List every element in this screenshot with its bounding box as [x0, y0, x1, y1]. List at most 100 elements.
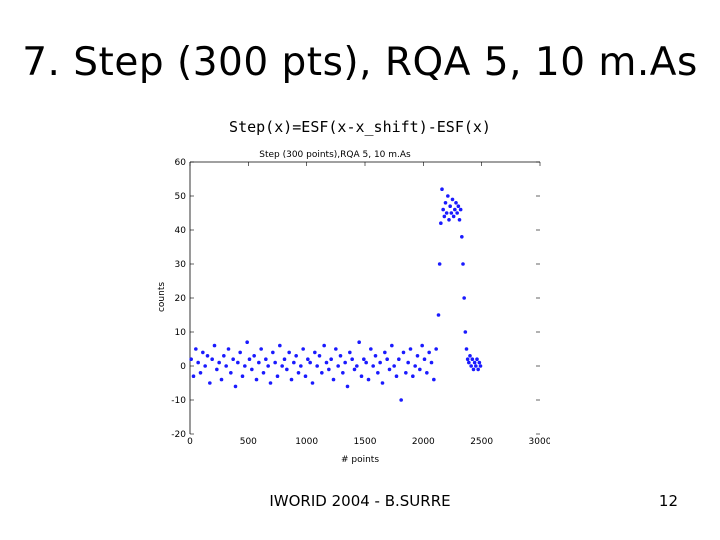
data-point	[464, 347, 469, 351]
data-point	[437, 262, 442, 266]
data-point	[441, 207, 445, 212]
data-point	[364, 360, 368, 365]
y-tick-label: 50	[175, 192, 187, 202]
data-point	[341, 371, 345, 375]
data-point	[252, 354, 256, 358]
data-point	[250, 367, 254, 372]
data-point	[477, 360, 482, 365]
data-point	[462, 296, 466, 300]
y-tick-label: 40	[175, 226, 187, 236]
data-points	[189, 187, 483, 402]
data-point	[376, 371, 380, 375]
data-point	[380, 381, 385, 385]
data-point	[451, 214, 456, 219]
slide-title: 7. Step (300 pts), RQA 5, 10 m.As	[22, 40, 698, 85]
data-point	[194, 347, 198, 351]
data-point	[472, 360, 477, 365]
data-point	[458, 207, 463, 212]
axes: -20 -10 0 10 20 30 40 50 60 0 500 1000 1500 2000 2500 3…	[171, 158, 550, 447]
data-point	[292, 360, 296, 365]
data-point	[440, 187, 444, 191]
scatter-chart: Step (300 points),RQA 5, 10 m.As counts …	[157, 150, 550, 465]
x-tick-label: 0	[187, 437, 193, 447]
data-point	[362, 357, 366, 361]
data-point	[399, 398, 403, 402]
data-point	[439, 221, 443, 225]
x-tick-label: 2000	[412, 437, 435, 447]
x-tick-label: 1000	[295, 437, 318, 447]
data-point	[338, 354, 343, 358]
data-point	[320, 371, 324, 375]
data-point	[357, 340, 361, 344]
y-tick-label: 60	[175, 158, 187, 168]
data-point	[392, 364, 396, 368]
data-point	[336, 364, 340, 368]
data-point	[313, 350, 317, 355]
x-tick-label: 3000	[529, 437, 550, 447]
data-point	[334, 347, 338, 351]
data-point	[457, 218, 462, 222]
data-point	[415, 354, 420, 358]
data-point	[222, 354, 226, 358]
data-point	[210, 357, 214, 361]
y-tick-label: 20	[175, 294, 187, 304]
data-point	[387, 367, 392, 372]
data-point	[306, 357, 310, 361]
data-point	[359, 374, 364, 378]
data-point	[454, 201, 458, 205]
data-point	[474, 364, 478, 368]
data-point	[429, 360, 434, 365]
data-point	[229, 371, 233, 375]
data-point	[329, 357, 333, 361]
y-tick-label: -20	[171, 430, 186, 440]
data-point	[247, 357, 252, 361]
data-point	[453, 207, 457, 212]
data-point	[317, 354, 322, 358]
data-point	[434, 347, 438, 351]
x-tick-label: 2500	[470, 437, 493, 447]
data-point	[455, 211, 459, 215]
data-point	[296, 371, 301, 375]
y-tick-label: 0	[180, 362, 186, 372]
data-point	[212, 343, 217, 348]
y-axis-label: counts	[157, 282, 167, 312]
data-point	[348, 350, 352, 355]
data-point	[448, 204, 452, 208]
data-point	[259, 347, 263, 351]
x-tick-label: 1500	[354, 437, 377, 447]
data-point	[476, 367, 480, 372]
data-point	[408, 347, 413, 351]
data-point	[463, 330, 468, 334]
data-point	[198, 371, 203, 375]
data-point	[280, 364, 284, 368]
data-point	[461, 262, 465, 266]
data-point	[240, 374, 245, 378]
data-point	[271, 350, 275, 355]
data-point	[201, 350, 205, 355]
data-point	[449, 211, 454, 215]
data-point	[447, 218, 451, 222]
data-point	[378, 360, 382, 365]
page-number: 12	[658, 492, 678, 510]
data-point	[383, 350, 387, 355]
data-point	[245, 340, 249, 344]
data-point	[310, 381, 315, 385]
data-point	[208, 381, 212, 385]
data-point	[397, 357, 401, 361]
data-point	[287, 350, 291, 355]
data-point	[294, 354, 298, 358]
data-point	[203, 364, 207, 368]
data-point	[301, 347, 305, 351]
data-point	[371, 364, 375, 368]
data-point	[373, 354, 378, 358]
data-point	[366, 377, 371, 382]
data-point	[475, 357, 479, 361]
data-point	[266, 364, 270, 368]
y-tick-label: 10	[175, 328, 187, 338]
data-point	[422, 357, 427, 361]
data-point	[275, 374, 280, 378]
data-point	[471, 367, 476, 372]
data-point	[254, 377, 259, 382]
data-point	[404, 371, 408, 375]
data-point	[411, 374, 415, 378]
